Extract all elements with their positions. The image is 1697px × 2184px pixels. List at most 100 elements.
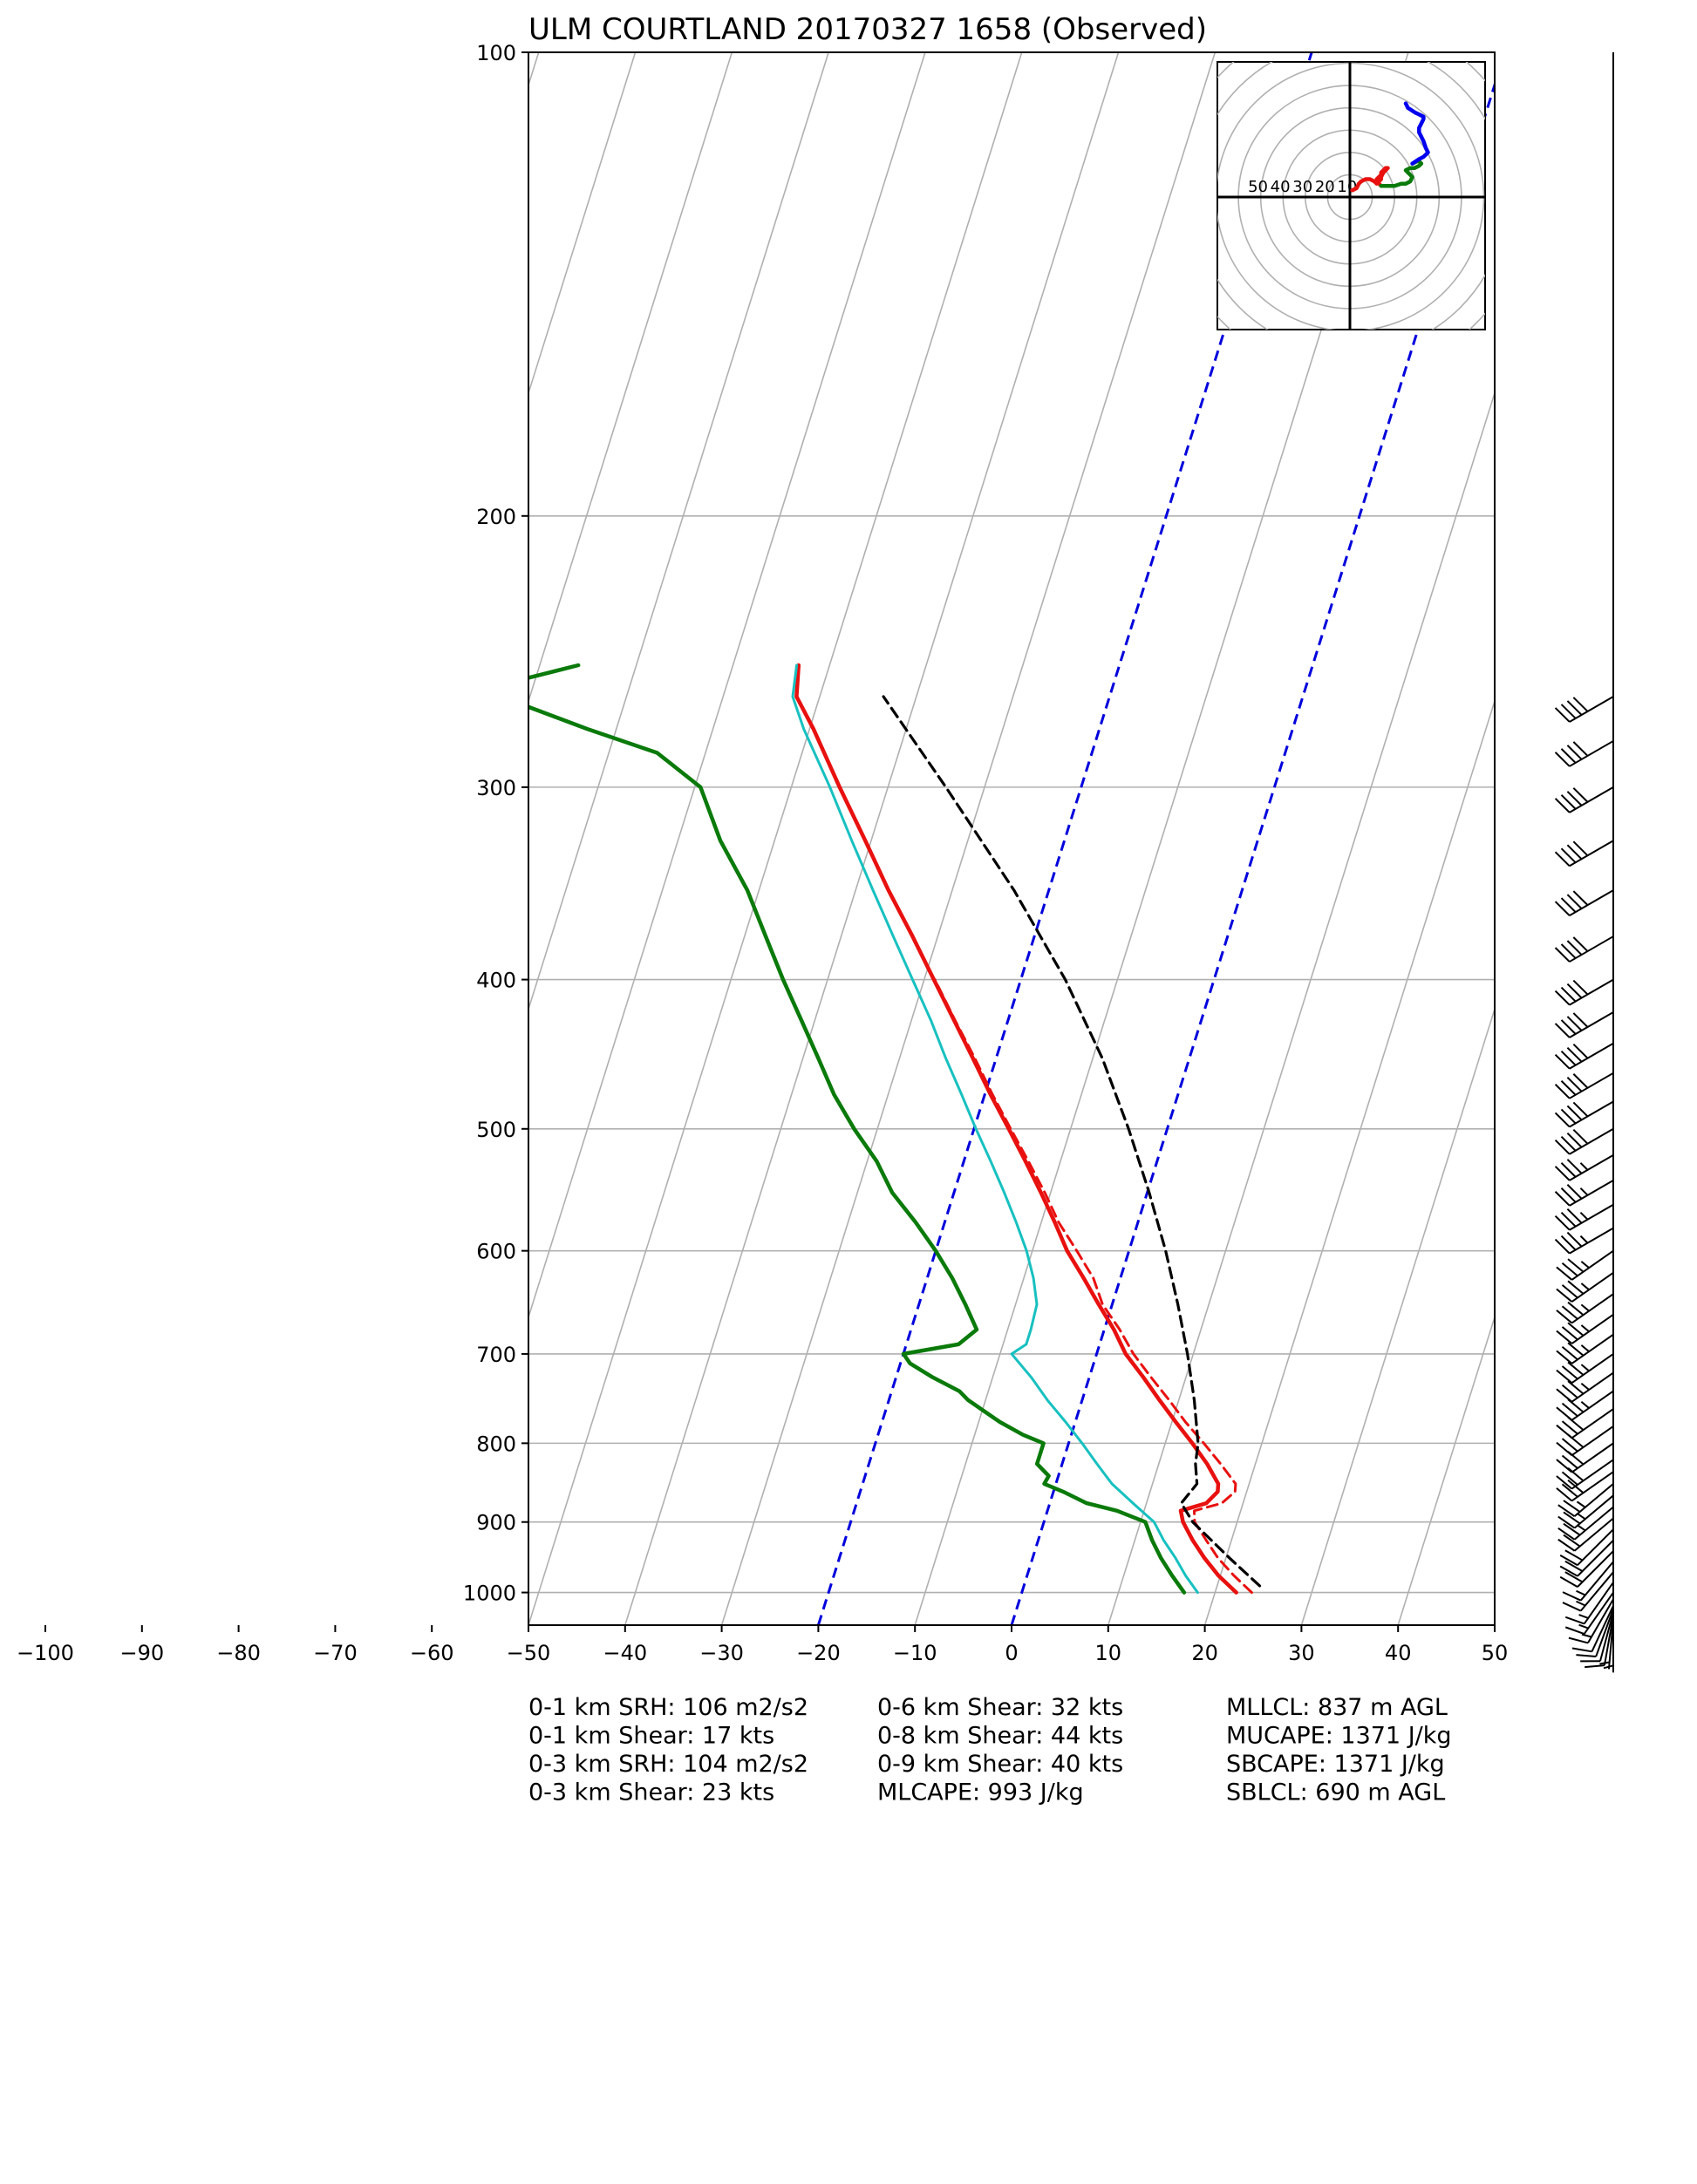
barb-half: [1581, 1402, 1589, 1408]
isotherm-50: [1495, 52, 1697, 1625]
wind-barbs: [1556, 52, 1613, 1672]
wind-barb: [1557, 1472, 1613, 1500]
barb-shaft: [1578, 1541, 1613, 1576]
wind-barb: [1556, 890, 1613, 915]
wind-barb: [1556, 1073, 1613, 1099]
y-tick-label: 800: [476, 1432, 516, 1456]
barb-shaft: [1571, 1391, 1613, 1420]
y-tick-label: 600: [476, 1240, 516, 1264]
isotherm--100: [45, 52, 539, 1625]
x-tick-label: 40: [1385, 1641, 1412, 1665]
wind-barb: [1557, 1315, 1613, 1344]
hodo-ring-label: 50: [1248, 178, 1268, 196]
barb-half: [1580, 1188, 1587, 1195]
x-tick-label: 20: [1191, 1641, 1218, 1665]
y-tick-label: 700: [476, 1343, 516, 1367]
barb-full: [1572, 1648, 1591, 1651]
wind-barb: [1557, 1426, 1613, 1455]
wind-barb: [1556, 1180, 1613, 1206]
stat-line: 0-8 km Shear: 44 kts: [877, 1723, 1123, 1750]
stat-line: 0-9 km Shear: 40 kts: [877, 1751, 1123, 1778]
y-tick-label: 1000: [463, 1582, 516, 1606]
wind-barb: [1556, 1101, 1613, 1126]
isotherm--130: [0, 52, 249, 1625]
barb-full: [1585, 1665, 1605, 1667]
wind-barb: [1557, 1409, 1613, 1438]
isotherm--40: [625, 52, 1119, 1625]
barb-shaft: [1571, 1443, 1613, 1472]
stat-line: 0-1 km Shear: 17 kts: [528, 1723, 774, 1750]
barb-half: [1581, 1304, 1589, 1310]
wind-barb: [1556, 1129, 1613, 1154]
hodo-ring-label: 40: [1271, 178, 1291, 196]
x-tick-label: 50: [1482, 1641, 1509, 1665]
isotherm--90: [142, 52, 636, 1625]
barb-shaft: [1571, 1426, 1613, 1455]
y-tick-label: 400: [476, 969, 516, 993]
isotherm--150: [0, 52, 56, 1625]
isotherm-60: [1591, 52, 1697, 1625]
x-tick-label: −30: [699, 1641, 744, 1665]
isotherm--70: [335, 52, 828, 1625]
y-tick-label: 300: [476, 776, 516, 800]
barb-shaft: [1578, 1529, 1613, 1565]
wind-barb: [1556, 1205, 1613, 1230]
barb-shaft: [1571, 1251, 1613, 1280]
barb-shaft: [1591, 1606, 1613, 1652]
x-tick-label: −70: [313, 1641, 358, 1665]
parcel-line: [883, 697, 1259, 1586]
hodo-ring-label: 10: [1337, 178, 1357, 196]
x-tick-label: −10: [893, 1641, 937, 1665]
wind-barb: [1556, 1155, 1613, 1180]
barb-full: [1576, 1655, 1596, 1657]
y-tick-label: 500: [476, 1118, 516, 1142]
virtual_temperature-line: [935, 980, 1251, 1593]
wind-barb: [1557, 1273, 1613, 1302]
wind-barb: [1556, 840, 1613, 866]
chart-title: ULM COURTLAND 20170327 1658 (Observed): [528, 12, 1207, 47]
wind-barb: [1556, 1228, 1613, 1254]
wind-barb: [1556, 697, 1613, 722]
isotherm--140: [0, 52, 153, 1625]
isotherm--80: [239, 52, 733, 1625]
barb-half: [1581, 1384, 1589, 1390]
x-tick-label: −20: [796, 1641, 841, 1665]
barb-half: [1579, 1625, 1589, 1629]
barb-half: [1581, 1283, 1589, 1289]
stat-line: MLCAPE: 993 J/kg: [877, 1779, 1084, 1806]
wind-barb: [1556, 741, 1613, 766]
stat-line: 0-1 km SRH: 106 m2/s2: [528, 1694, 808, 1721]
stat-line: 0-6 km Shear: 32 kts: [877, 1694, 1123, 1721]
stat-line: 0-3 km Shear: 23 kts: [528, 1779, 774, 1806]
wind-barb: [1556, 1012, 1613, 1038]
y-tick-label: 900: [476, 1511, 516, 1535]
barb-half: [1577, 1501, 1585, 1507]
x-tick-label: −60: [410, 1641, 454, 1665]
stat-line: MUCAPE: 1371 J/kg: [1226, 1723, 1452, 1750]
wind-barb: [1557, 1251, 1613, 1280]
barb-half: [1577, 1602, 1585, 1606]
wind-barb: [1556, 980, 1613, 1005]
wind-barb: [1557, 1294, 1613, 1323]
hodo-ring-label: 20: [1315, 178, 1335, 196]
barb-half: [1580, 1213, 1587, 1220]
wind-barb: [1556, 936, 1613, 962]
wind-barb: [1556, 1044, 1613, 1069]
barb-half: [1580, 1163, 1587, 1170]
x-tick-label: −80: [216, 1641, 261, 1665]
stat-line: MLLCL: 837 m AGL: [1226, 1694, 1448, 1721]
barb-shaft: [1571, 1409, 1613, 1438]
barb-half: [1581, 1262, 1589, 1268]
y-tick-label: 100: [476, 41, 516, 65]
barb-half: [1581, 1345, 1589, 1351]
barb-full: [1565, 1627, 1584, 1634]
x-tick-label: −40: [603, 1641, 647, 1665]
barb-shaft: [1571, 1373, 1613, 1402]
barb-shaft: [1571, 1459, 1613, 1488]
stat-line: SBLCL: 690 m AGL: [1226, 1779, 1445, 1806]
x-tick-label: −90: [119, 1641, 164, 1665]
x-tick-label: 10: [1095, 1641, 1122, 1665]
barb-half: [1577, 1591, 1585, 1595]
